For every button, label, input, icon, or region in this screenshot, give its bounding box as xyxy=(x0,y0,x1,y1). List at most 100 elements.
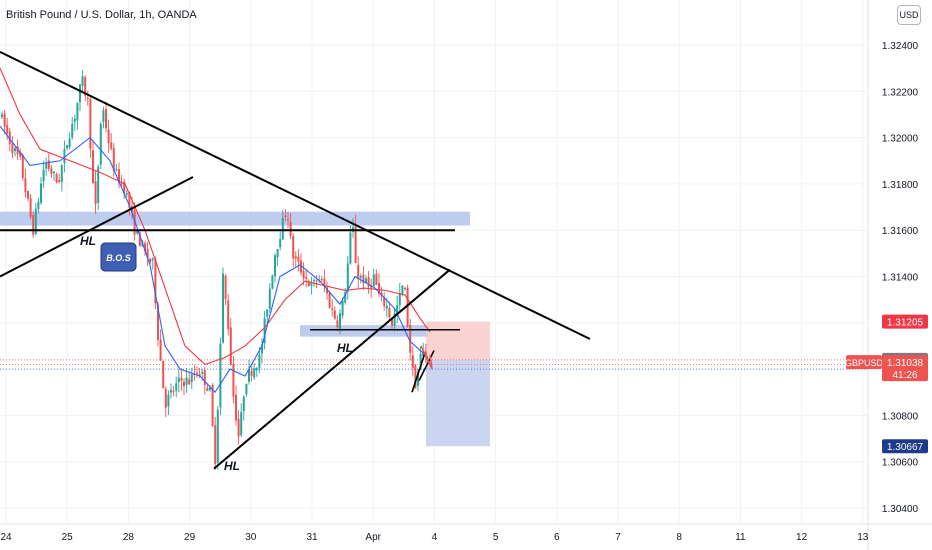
last-price-badge-bg xyxy=(882,355,928,382)
candle-body xyxy=(209,387,211,390)
candle-body xyxy=(258,354,261,369)
candle-body xyxy=(344,292,347,303)
candle-body xyxy=(79,84,81,102)
candle-body xyxy=(115,168,118,170)
candle-body xyxy=(393,313,396,326)
y-tick-label: 1.31400 xyxy=(882,273,919,284)
candle-body xyxy=(3,113,6,127)
candle-body xyxy=(424,351,427,356)
candle-body xyxy=(266,309,269,317)
hl-label-1: HL xyxy=(80,234,96,248)
candle-body xyxy=(177,377,180,383)
candle-body xyxy=(302,270,305,279)
candle-body xyxy=(263,318,266,344)
candle-body xyxy=(50,168,53,175)
candle-body xyxy=(357,264,360,279)
candle-body xyxy=(388,308,391,318)
x-tick-label: 4 xyxy=(432,532,438,543)
candle-body xyxy=(294,256,297,259)
candle-body xyxy=(175,383,178,391)
candle-body xyxy=(331,308,334,310)
candle-body xyxy=(307,281,310,287)
candle-body xyxy=(40,183,42,203)
candle-body xyxy=(8,131,11,145)
candle-body xyxy=(268,288,271,309)
candle-body xyxy=(372,274,375,286)
candle-body xyxy=(76,102,79,121)
candle-body xyxy=(118,169,120,184)
candle-body xyxy=(216,409,219,463)
candle-body xyxy=(123,181,126,194)
candle-body xyxy=(211,384,214,426)
candle-body xyxy=(60,165,63,183)
candle-body xyxy=(183,381,185,387)
y-tick-label: 1.30600 xyxy=(882,458,919,469)
candle-body xyxy=(188,379,191,385)
candle-body xyxy=(107,129,110,143)
y-tick-label: 1.30800 xyxy=(882,411,919,422)
x-tick-label: 28 xyxy=(123,532,135,543)
candle-body xyxy=(6,125,9,134)
early-trendline xyxy=(0,176,194,278)
arrow-icon xyxy=(420,345,433,370)
candle-body xyxy=(305,276,308,279)
candle-body xyxy=(281,218,284,240)
candle-body xyxy=(37,201,40,210)
x-tick-label: 29 xyxy=(184,532,196,543)
candle-body xyxy=(45,162,48,169)
bos-box: B.O.S xyxy=(100,242,137,272)
candle-body xyxy=(164,388,167,408)
candle-body xyxy=(159,339,162,361)
resistance-zone xyxy=(0,211,470,226)
x-tick-label: Apr xyxy=(365,532,381,543)
chart-title: British Pound / U.S. Dollar, 1h, OANDA xyxy=(6,9,197,21)
descending-trendline xyxy=(0,51,591,340)
candle-body xyxy=(146,248,149,259)
candle-body xyxy=(185,377,188,385)
candle-body xyxy=(346,263,349,292)
candle-body xyxy=(276,249,279,258)
x-tick-label: 24 xyxy=(0,532,12,543)
candle-body xyxy=(417,371,419,386)
candle-body xyxy=(242,396,245,412)
candle-body xyxy=(105,109,107,129)
annotation-labels: HL HL HL B.O.S xyxy=(80,234,353,473)
candle-body xyxy=(297,256,300,262)
x-tick-label: 30 xyxy=(245,532,257,543)
minor-zone xyxy=(300,325,428,337)
candle-body xyxy=(248,369,250,382)
candle-body xyxy=(409,325,412,353)
candle-body xyxy=(14,148,16,152)
candle-body xyxy=(253,368,256,378)
countdown-badge: 41:26 xyxy=(892,370,917,381)
candle-body xyxy=(227,300,230,330)
stop-loss-zone xyxy=(426,321,490,360)
candle-body xyxy=(73,118,76,122)
candle-body xyxy=(125,193,128,195)
candle-body xyxy=(323,278,326,287)
candle-body xyxy=(250,370,253,376)
x-tick-label: 12 xyxy=(796,532,808,543)
candle-body xyxy=(300,260,302,273)
target-badge: 1.30667 xyxy=(887,442,924,453)
candle-body xyxy=(112,147,115,172)
candle-body xyxy=(414,365,417,389)
candle-body xyxy=(255,367,258,371)
candle-body xyxy=(232,364,235,397)
candle-body xyxy=(367,277,370,287)
target-badge-bg xyxy=(882,439,928,454)
currency-button[interactable]: USD xyxy=(897,5,921,25)
x-tick-label: 13 xyxy=(857,532,869,543)
stop-badge: 1.31205 xyxy=(887,318,924,329)
candle-body xyxy=(157,304,159,340)
candle-body xyxy=(151,258,154,261)
candle-body xyxy=(133,210,136,235)
ma-fast-line xyxy=(0,125,429,394)
take-profit-zone xyxy=(426,359,490,447)
candle-body xyxy=(240,412,243,436)
symbol-badge-bg xyxy=(846,355,882,370)
candle-body xyxy=(203,370,206,386)
time-axis[interactable]: 24 25 28 29 30 31 Apr 4 5 6 7 8 11 12 13 xyxy=(0,532,868,543)
candle-body xyxy=(222,273,224,343)
